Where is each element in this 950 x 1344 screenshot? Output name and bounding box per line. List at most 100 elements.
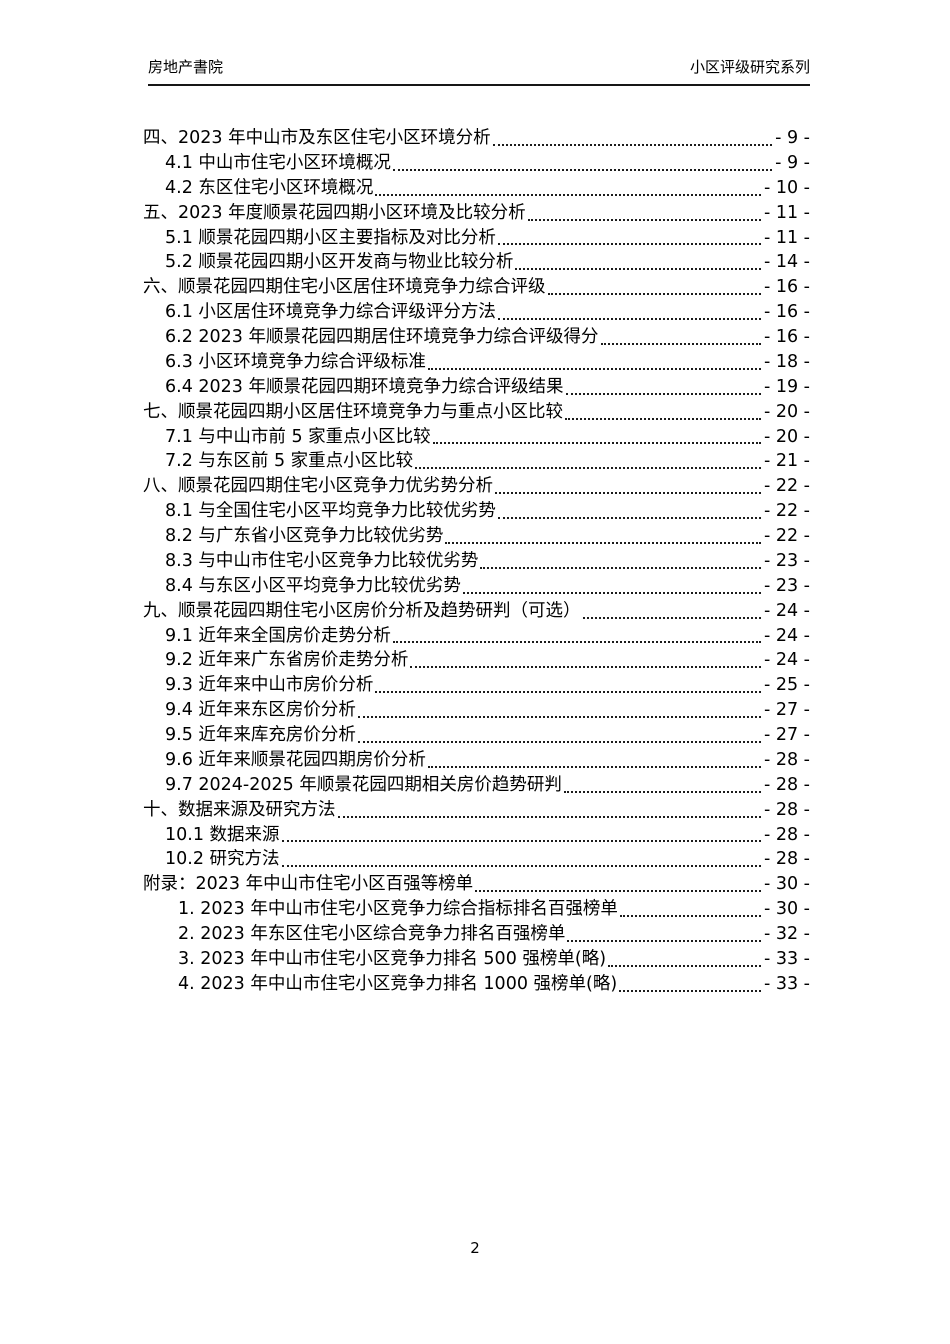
toc-entry[interactable]: 8.4 与东区小区平均竞争力比较优劣势 - 23 - bbox=[143, 574, 810, 599]
toc-entry-page-number: - 28 - bbox=[763, 824, 810, 845]
toc-entry-page-number: - 20 - bbox=[763, 426, 810, 447]
toc-entry[interactable]: 4. 2023 年中山市住宅小区竞争力排名 1000 强榜单(略) - 33 - bbox=[143, 972, 810, 997]
toc-entry-label: 8.2 与广东省小区竞争力比较优劣势 bbox=[165, 526, 444, 546]
toc-entry[interactable]: 十、数据来源及研究方法 - 28 - bbox=[143, 798, 810, 823]
toc-entry-label: 4. 2023 年中山市住宅小区竞争力排名 1000 强榜单(略) bbox=[178, 973, 618, 994]
toc-entry[interactable]: 6.2 2023 年顺景花园四期居住环境竞争力综合评级得分 - 16 - bbox=[143, 325, 810, 350]
toc-entry[interactable]: 9.7 2024-2025 年顺景花园四期相关房价趋势研判 - 28 - bbox=[143, 773, 810, 798]
toc-entry-label: 5.1 顺景花园四期小区主要指标及对比分析 bbox=[165, 227, 496, 248]
toc-entry[interactable]: 4.1 中山市住宅小区环境概况 - 9 - bbox=[143, 151, 810, 176]
toc-entry-page-number: - 24 - bbox=[763, 650, 810, 671]
toc-entry[interactable]: 8.2 与广东省小区竞争力比较优劣势 - 22 - bbox=[143, 524, 810, 549]
toc-entry[interactable]: 四、2023 年中山市及东区住宅小区环境分析 - 9 - bbox=[143, 126, 810, 151]
dot-leader bbox=[357, 698, 761, 718]
toc-entry-page-number: - 32 - bbox=[763, 924, 810, 944]
dot-leader bbox=[375, 673, 761, 694]
toc-entry[interactable]: 9.6 近年来顺景花园四期房价分析 - 28 - bbox=[143, 748, 810, 773]
dot-leader bbox=[497, 300, 761, 320]
toc-entry[interactable]: 10.1 数据来源 - 28 - bbox=[143, 823, 810, 848]
toc-entry[interactable]: 4.2 东区住宅小区环境概况 - 10 - bbox=[143, 176, 810, 201]
dot-leader bbox=[281, 847, 761, 868]
toc-entry-page-number: - 33 - bbox=[763, 973, 810, 994]
toc-entry[interactable]: 5.1 顺景花园四期小区主要指标及对比分析 - 11 - bbox=[143, 226, 810, 251]
toc-entry-label: 附录：2023 年中山市住宅小区百强等榜单 bbox=[143, 874, 474, 895]
toc-entry[interactable]: 10.2 研究方法 - 28 - bbox=[143, 847, 810, 872]
dot-leader bbox=[565, 375, 761, 395]
toc-entry-label: 9.6 近年来顺景花园四期房价分析 bbox=[165, 749, 426, 770]
toc-entry[interactable]: 6.4 2023 年顺景花园四期环境竞争力综合评级结果 - 19 - bbox=[143, 375, 810, 400]
toc-entry-page-number: - 28 - bbox=[763, 799, 810, 820]
toc-entry-label: 1. 2023 年中山市住宅小区竞争力综合指标排名百强榜单 bbox=[178, 899, 618, 920]
page-footer: 2 bbox=[0, 1239, 950, 1257]
toc-entry[interactable]: 2. 2023 年东区住宅小区综合竞争力排名百强榜单 - 32 - bbox=[143, 922, 810, 947]
toc-entry-label: 9.1 近年来全国房价走势分析 bbox=[165, 625, 391, 646]
toc-entry[interactable]: 9.4 近年来东区房价分析 - 27 - bbox=[143, 698, 810, 723]
toc-entry-label: 9.3 近年来中山市房价分析 bbox=[165, 675, 374, 696]
toc-entry-page-number: - 22 - bbox=[763, 526, 810, 546]
toc-entry-page-number: - 30 - bbox=[763, 874, 810, 895]
toc-entry[interactable]: 7.2 与东区前 5 家重点小区比较 - 21 - bbox=[143, 449, 810, 474]
toc-entry-page-number: - 16 - bbox=[763, 302, 810, 323]
toc-entry-label: 8.1 与全国住宅小区平均竞争力比较优劣势 bbox=[165, 501, 496, 522]
toc-entry-label: 5.2 顺景花园四期小区开发商与物业比较分析 bbox=[165, 252, 514, 273]
toc-entry[interactable]: 九、顺景花园四期住宅小区房价分析及趋势研判（可选） - 24 - bbox=[143, 599, 810, 624]
toc-entry[interactable]: 3. 2023 年中山市住宅小区竞争力排名 500 强榜单(略) - 33 - bbox=[143, 947, 810, 972]
toc-entry[interactable]: 9.1 近年来全国房价走势分析 - 24 - bbox=[143, 624, 810, 649]
toc-entry[interactable]: 七、顺景花园四期小区居住环境竞争力与重点小区比较 - 20 - bbox=[143, 400, 810, 425]
toc-entry-page-number: - 22 - bbox=[763, 476, 810, 497]
toc-entry[interactable]: 五、2023 年度顺景花园四期小区环境及比较分析 - 11 - bbox=[143, 201, 810, 226]
dot-leader bbox=[410, 648, 761, 669]
toc-entry[interactable]: 9.3 近年来中山市房价分析 - 25 - bbox=[143, 673, 810, 698]
dot-leader bbox=[619, 972, 761, 992]
toc-entry[interactable]: 7.1 与中山市前 5 家重点小区比较 - 20 - bbox=[143, 425, 810, 450]
toc-entry-label: 8.4 与东区小区平均竞争力比较优劣势 bbox=[165, 575, 461, 596]
toc-entry-label: 6.2 2023 年顺景花园四期居住环境竞争力综合评级得分 bbox=[165, 327, 599, 347]
toc-entry-label: 6.1 小区居住环境竞争力综合评级评分方法 bbox=[165, 302, 496, 323]
dot-leader bbox=[415, 449, 761, 470]
toc-entry-page-number: - 21 - bbox=[763, 451, 810, 472]
toc-entry-label: 7.1 与中山市前 5 家重点小区比较 bbox=[165, 426, 431, 447]
dot-leader bbox=[497, 499, 761, 519]
toc-entry-page-number: - 9 - bbox=[775, 152, 810, 173]
toc-entry-page-number: - 16 - bbox=[763, 277, 810, 298]
table-of-contents: 四、2023 年中山市及东区住宅小区环境分析 - 9 - 4.1 中山市住宅小区… bbox=[143, 126, 810, 997]
toc-entry[interactable]: 附录：2023 年中山市住宅小区百强等榜单 - 30 - bbox=[143, 872, 810, 897]
toc-entry-label: 4.1 中山市住宅小区环境概况 bbox=[165, 152, 391, 173]
dot-leader bbox=[357, 723, 761, 743]
toc-entry-label: 五、2023 年度顺景花园四期小区环境及比较分析 bbox=[143, 202, 526, 223]
toc-entry-label: 2. 2023 年东区住宅小区综合竞争力排名百强榜单 bbox=[178, 924, 566, 944]
toc-entry-label: 十、数据来源及研究方法 bbox=[143, 799, 336, 820]
toc-entry[interactable]: 9.2 近年来广东省房价走势分析 - 24 - bbox=[143, 648, 810, 673]
page-number: 2 bbox=[470, 1239, 480, 1257]
toc-entry-label: 4.2 东区住宅小区环境概况 bbox=[165, 177, 374, 198]
toc-entry-page-number: - 28 - bbox=[763, 774, 810, 795]
toc-entry-page-number: - 24 - bbox=[763, 600, 810, 621]
toc-entry-page-number: - 16 - bbox=[763, 327, 810, 347]
toc-entry[interactable]: 1. 2023 年中山市住宅小区竞争力综合指标排名百强榜单 - 30 - bbox=[143, 897, 810, 922]
toc-entry[interactable]: 6.1 小区居住环境竞争力综合评级评分方法 - 16 - bbox=[143, 300, 810, 325]
toc-entry[interactable]: 八、顺景花园四期住宅小区竞争力优劣势分析 - 22 - bbox=[143, 474, 810, 499]
toc-entry-page-number: - 23 - bbox=[763, 550, 810, 571]
dot-leader bbox=[567, 922, 761, 942]
dot-leader bbox=[608, 947, 761, 967]
dot-leader bbox=[392, 624, 761, 644]
toc-entry[interactable]: 8.3 与中山市住宅小区竞争力比较优劣势 - 23 - bbox=[143, 549, 810, 574]
toc-entry-label: 七、顺景花园四期小区居住环境竞争力与重点小区比较 bbox=[143, 401, 563, 422]
dot-leader bbox=[392, 151, 773, 171]
dot-leader bbox=[495, 474, 761, 495]
dot-leader bbox=[582, 599, 761, 619]
toc-entry-page-number: - 24 - bbox=[763, 625, 810, 646]
toc-entry-page-number: - 25 - bbox=[763, 675, 810, 696]
toc-entry-page-number: - 14 - bbox=[763, 252, 810, 273]
toc-entry[interactable]: 六、顺景花园四期住宅小区居住环境竞争力综合评级 - 16 - bbox=[143, 275, 810, 300]
toc-entry[interactable]: 8.1 与全国住宅小区平均竞争力比较优劣势 - 22 - bbox=[143, 499, 810, 524]
toc-entry[interactable]: 9.5 近年来库充房价分析 - 27 - bbox=[143, 723, 810, 748]
dot-leader bbox=[492, 126, 773, 146]
toc-entry-label: 四、2023 年中山市及东区住宅小区环境分析 bbox=[143, 128, 491, 148]
toc-entry[interactable]: 5.2 顺景花园四期小区开发商与物业比较分析 - 14 - bbox=[143, 250, 810, 275]
toc-entry[interactable]: 6.3 小区环境竞争力综合评级标准 - 18 - bbox=[143, 350, 810, 375]
toc-entry-label: 10.1 数据来源 bbox=[165, 824, 280, 845]
toc-entry-page-number: - 27 - bbox=[763, 725, 810, 745]
toc-entry-label: 9.7 2024-2025 年顺景花园四期相关房价趋势研判 bbox=[165, 774, 562, 795]
toc-entry-page-number: - 28 - bbox=[763, 749, 810, 770]
